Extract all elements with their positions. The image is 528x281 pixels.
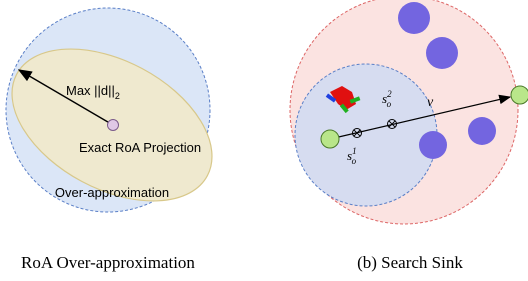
label-sub: o <box>352 156 357 166</box>
label-sup: 1 <box>352 146 357 156</box>
left-panel: Max ||d||2 Exact RoA Projection Over-app… <box>0 8 237 272</box>
start-point <box>321 130 339 148</box>
obstacle <box>398 2 430 34</box>
caption: (b) Search Sink <box>357 253 463 272</box>
center-point <box>108 120 119 131</box>
vector-label: v <box>427 95 434 110</box>
roa-circle <box>295 64 437 206</box>
caption: RoA Over-approximation <box>21 253 195 272</box>
circle-label: Over-approximation <box>55 185 169 200</box>
ellipse-label: Exact RoA Projection <box>79 140 201 155</box>
arrow-label-sub: 2 <box>115 91 120 101</box>
obstacle <box>419 131 447 159</box>
sink-point <box>511 86 528 104</box>
obstacle <box>468 117 496 145</box>
obstacle <box>426 37 458 69</box>
arrow-label-main: Max ||d|| <box>66 83 115 98</box>
label-sup: 2 <box>387 89 392 99</box>
label-sub: o <box>387 99 392 109</box>
figure: Max ||d||2 Exact RoA Projection Over-app… <box>0 0 528 281</box>
